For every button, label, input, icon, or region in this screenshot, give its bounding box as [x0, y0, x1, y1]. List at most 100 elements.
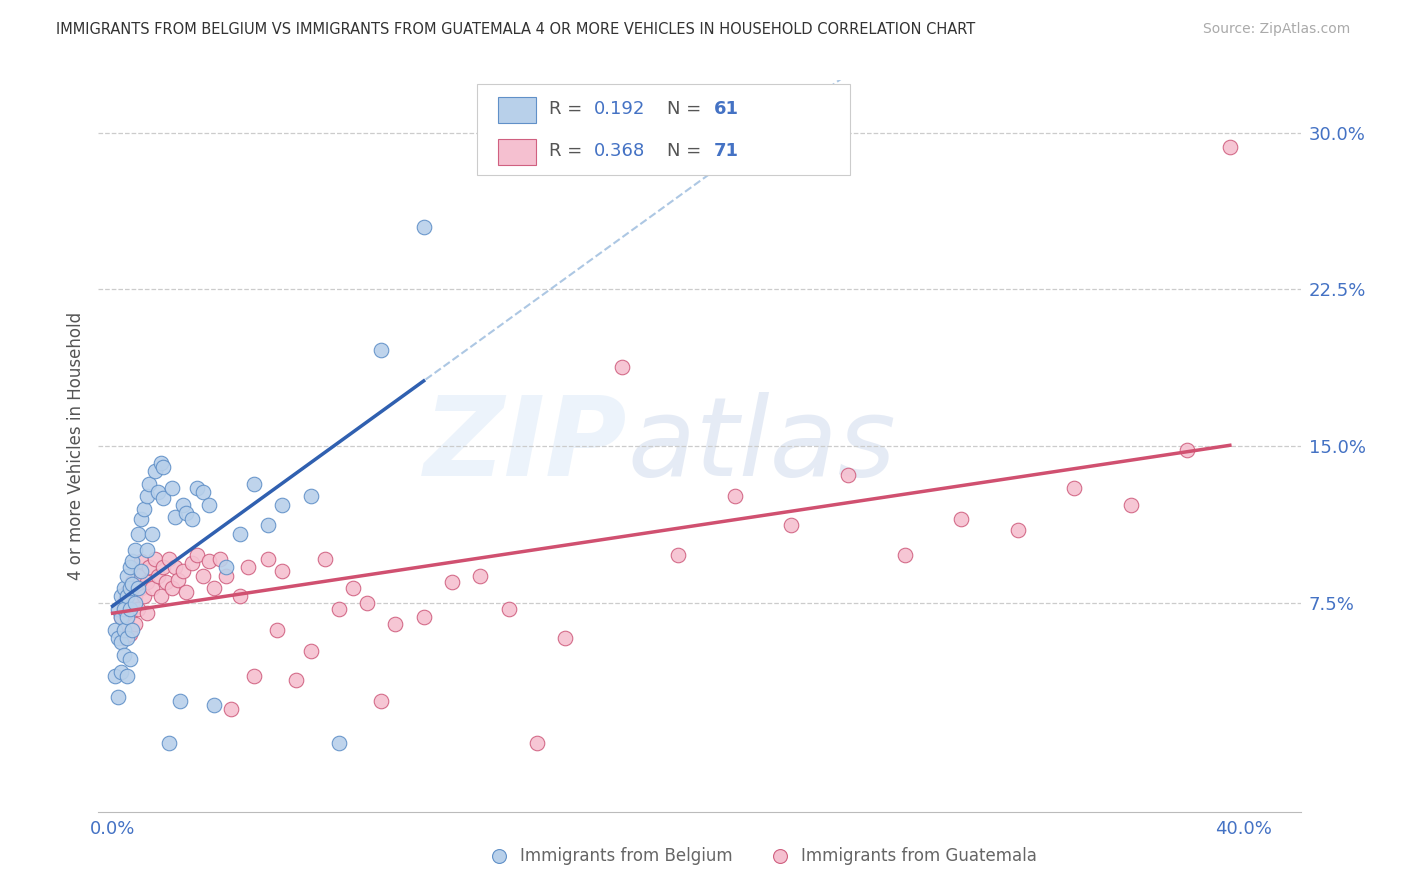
- Point: [221, 702, 243, 716]
- Point: [328, 736, 350, 750]
- Text: 61: 61: [714, 100, 740, 118]
- Point: [112, 602, 135, 616]
- Point: [118, 602, 141, 616]
- Point: [129, 581, 152, 595]
- Point: [124, 616, 146, 631]
- Point: [314, 552, 336, 566]
- Point: [172, 498, 194, 512]
- Point: [1177, 443, 1199, 458]
- Point: [157, 736, 180, 750]
- Point: [163, 510, 186, 524]
- Point: [110, 635, 132, 649]
- Point: [146, 485, 169, 500]
- Point: [127, 526, 149, 541]
- Point: [370, 694, 392, 708]
- Point: [132, 501, 155, 516]
- Point: [124, 590, 146, 604]
- FancyBboxPatch shape: [477, 84, 849, 176]
- Point: [115, 616, 138, 631]
- Point: [129, 565, 152, 579]
- Point: [135, 543, 157, 558]
- Point: [104, 623, 127, 637]
- Point: [115, 568, 138, 582]
- Point: [837, 468, 859, 483]
- Text: N =: N =: [666, 100, 707, 118]
- Point: [135, 489, 157, 503]
- Point: [169, 694, 191, 708]
- Point: [110, 610, 132, 624]
- Point: [1007, 523, 1029, 537]
- Point: [1119, 498, 1142, 512]
- Point: [121, 623, 143, 637]
- Point: [149, 456, 172, 470]
- Bar: [498, 97, 536, 123]
- Point: [780, 518, 803, 533]
- Point: [215, 560, 238, 574]
- Point: [191, 568, 214, 582]
- Point: [107, 690, 129, 704]
- Point: [412, 219, 434, 234]
- Point: [488, 849, 510, 863]
- Point: [115, 632, 138, 646]
- Point: [104, 669, 127, 683]
- Point: [285, 673, 308, 687]
- Point: [172, 565, 194, 579]
- Point: [155, 574, 177, 589]
- Point: [197, 498, 219, 512]
- Point: [470, 568, 492, 582]
- Point: [893, 548, 915, 562]
- Point: [163, 560, 186, 574]
- Point: [243, 669, 266, 683]
- Text: N =: N =: [666, 142, 707, 160]
- Point: [124, 596, 146, 610]
- Text: 71: 71: [714, 142, 740, 160]
- Point: [107, 632, 129, 646]
- Point: [238, 560, 260, 574]
- Point: [121, 596, 143, 610]
- Point: [135, 606, 157, 620]
- Point: [186, 548, 208, 562]
- Point: [271, 565, 294, 579]
- Point: [129, 512, 152, 526]
- Point: [229, 526, 252, 541]
- Point: [554, 632, 576, 646]
- Point: [121, 577, 143, 591]
- Point: [191, 485, 214, 500]
- Point: [299, 489, 322, 503]
- Point: [243, 476, 266, 491]
- Point: [197, 554, 219, 568]
- Point: [174, 506, 197, 520]
- Point: [110, 610, 132, 624]
- Point: [152, 459, 174, 474]
- Point: [412, 610, 434, 624]
- Point: [769, 849, 792, 863]
- Point: [610, 359, 633, 374]
- Point: [141, 581, 163, 595]
- Text: 0.192: 0.192: [593, 100, 645, 118]
- Point: [202, 581, 225, 595]
- Point: [1063, 481, 1085, 495]
- Point: [127, 581, 149, 595]
- Point: [141, 526, 163, 541]
- Point: [160, 581, 183, 595]
- Point: [328, 602, 350, 616]
- Point: [118, 581, 141, 595]
- Y-axis label: 4 or more Vehicles in Household: 4 or more Vehicles in Household: [66, 312, 84, 580]
- Point: [950, 512, 973, 526]
- Point: [127, 602, 149, 616]
- Point: [498, 602, 520, 616]
- Text: ZIP: ZIP: [423, 392, 627, 500]
- Point: [121, 554, 143, 568]
- Point: [440, 574, 463, 589]
- Point: [229, 590, 252, 604]
- Point: [342, 581, 364, 595]
- Point: [724, 489, 747, 503]
- Text: Immigrants from Belgium: Immigrants from Belgium: [520, 847, 733, 865]
- Point: [112, 596, 135, 610]
- Point: [356, 596, 378, 610]
- Point: [666, 548, 689, 562]
- Point: [209, 552, 232, 566]
- Point: [110, 665, 132, 679]
- Point: [107, 602, 129, 616]
- Point: [138, 476, 160, 491]
